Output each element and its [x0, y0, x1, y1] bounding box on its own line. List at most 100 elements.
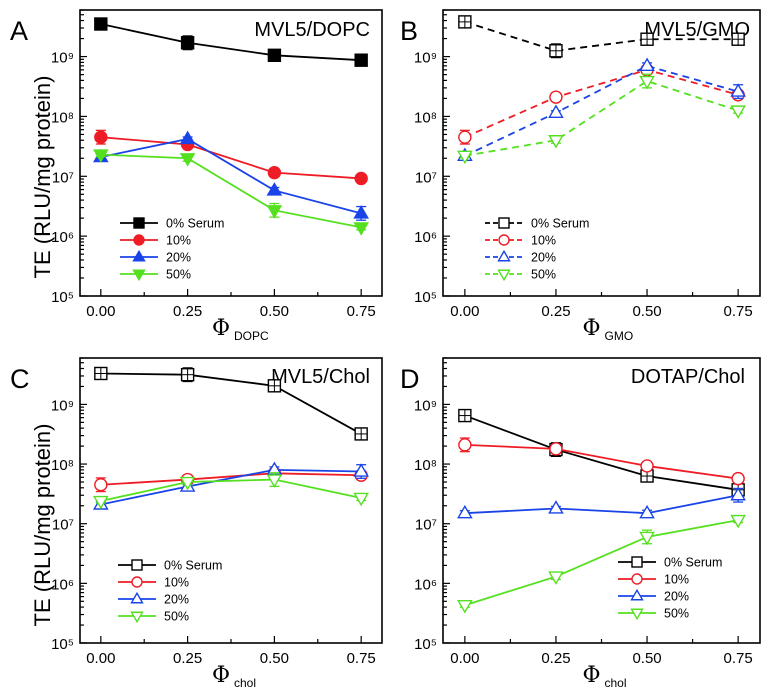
series-1 — [458, 63, 745, 145]
data-point — [267, 48, 282, 63]
y-tick-label: 10⁹ — [51, 397, 74, 414]
series-line — [464, 80, 739, 157]
x-axis-label: Φ — [582, 663, 600, 688]
legend-label: 0% Serum — [164, 559, 222, 573]
panel-letter: A — [10, 16, 28, 46]
data-point — [548, 135, 564, 149]
y-tick-label: 10⁸ — [414, 457, 437, 474]
series-line — [464, 414, 739, 491]
data-point — [458, 438, 472, 452]
y-tick-label: 10⁶ — [51, 576, 74, 593]
legend-label: 0% Serum — [166, 217, 224, 231]
series-line — [464, 68, 739, 139]
series-line — [464, 519, 739, 607]
panel-a: 10⁵ 10⁶ 10⁷ 10⁸ 10⁹ 0.00 0.25 0.50 0.75 A MVL5/DOP… — [10, 9, 383, 343]
legend-label: 0% Serum — [664, 556, 722, 570]
legend-marker — [131, 559, 143, 571]
x-tick-label: 0.75 — [724, 650, 753, 667]
x-tick-label: 0.50 — [632, 650, 661, 667]
plot-frame — [79, 357, 383, 644]
legend-label: 50% — [531, 268, 556, 282]
legend-label: 50% — [164, 610, 189, 624]
series-line — [464, 494, 739, 515]
x-tick-label: 0.25 — [173, 303, 202, 320]
legend-marker — [498, 217, 510, 229]
y-tick-label: 10⁹ — [414, 397, 437, 414]
data-point — [548, 500, 564, 514]
y-tick-label: 10⁶ — [51, 229, 74, 246]
x-tick-label: 0.25 — [541, 650, 570, 667]
series-2 — [457, 486, 746, 519]
data-point — [640, 459, 654, 473]
data-point — [731, 471, 745, 486]
plot-frame — [79, 9, 383, 297]
x-tick-label: 0.00 — [86, 303, 115, 320]
legend-marker — [133, 217, 145, 229]
legend-label: 10% — [531, 234, 556, 248]
panel-letter: D — [400, 364, 420, 394]
data-point — [94, 17, 108, 31]
data-point — [548, 104, 564, 118]
series-line — [100, 153, 362, 229]
x-axis-label: Φ — [212, 316, 230, 341]
data-point — [179, 153, 196, 167]
series-line — [100, 138, 362, 215]
x-tick-label: 0.25 — [173, 650, 202, 667]
data-point — [639, 75, 655, 90]
data-point — [353, 222, 369, 236]
series-1 — [458, 437, 745, 486]
data-point — [457, 504, 473, 519]
data-point — [639, 504, 655, 519]
data-point — [730, 514, 746, 529]
series-0 — [94, 366, 368, 441]
data-point — [457, 150, 473, 165]
data-point — [548, 571, 564, 585]
y-tick-label: 10⁹ — [414, 50, 437, 67]
legend-label: 50% — [664, 607, 689, 621]
data-point — [730, 105, 746, 119]
y-axis-label-bottom: TE (RLU/mg protein) — [30, 424, 55, 627]
series-line — [100, 136, 362, 180]
x-axis-label: Φ — [212, 663, 230, 688]
data-point — [354, 53, 368, 67]
series-line — [100, 372, 362, 435]
data-point — [267, 165, 282, 180]
series-3 — [93, 472, 369, 510]
data-point — [266, 182, 283, 196]
x-tick-label: 0.00 — [450, 303, 479, 320]
legend-marker — [630, 588, 644, 601]
legend-marker — [631, 556, 643, 568]
panel-c: 10⁵ 10⁶ 10⁷ 10⁸ 10⁹ 0.00 0.25 0.50 0.75 C MVL5/Cho… — [10, 357, 383, 690]
y-tick-label: 10⁷ — [415, 169, 437, 186]
x-tick-label: 0.75 — [347, 303, 376, 320]
data-point — [354, 171, 368, 186]
data-point — [93, 495, 109, 510]
legend-marker — [630, 608, 644, 621]
legend-label: 0% Serum — [531, 217, 589, 231]
legend: 0% Serum 10% 20% 50% — [618, 556, 722, 621]
data-point — [94, 130, 108, 144]
series-2 — [93, 461, 369, 510]
x-tick-label: 0.75 — [724, 303, 753, 320]
panel-title: MVL5/DOPC — [254, 19, 370, 41]
y-tick-label: 10⁶ — [414, 576, 437, 593]
data-point — [639, 57, 655, 72]
x-axis-label-subscript: GMO — [605, 329, 634, 343]
legend-label: 20% — [664, 590, 689, 604]
legend-marker — [132, 269, 146, 282]
data-point — [353, 463, 369, 477]
data-point — [639, 531, 655, 546]
x-tick-label: 0.00 — [86, 650, 115, 667]
data-point — [179, 476, 196, 491]
series-3 — [93, 149, 369, 236]
x-tick-label: 0.50 — [260, 650, 289, 667]
panel-letter: C — [10, 364, 30, 394]
x-tick-label: 0.75 — [347, 650, 376, 667]
legend-marker — [497, 249, 511, 262]
data-point — [180, 36, 195, 50]
panel-d: 10⁵ 10⁶ 10⁷ 10⁸ 10⁹ 0.00 0.25 0.50 0.75 D DOTAP/Ch… — [400, 357, 761, 690]
y-tick-label: 10⁵ — [51, 636, 74, 653]
data-point — [353, 205, 369, 219]
legend-label: 10% — [664, 573, 689, 587]
